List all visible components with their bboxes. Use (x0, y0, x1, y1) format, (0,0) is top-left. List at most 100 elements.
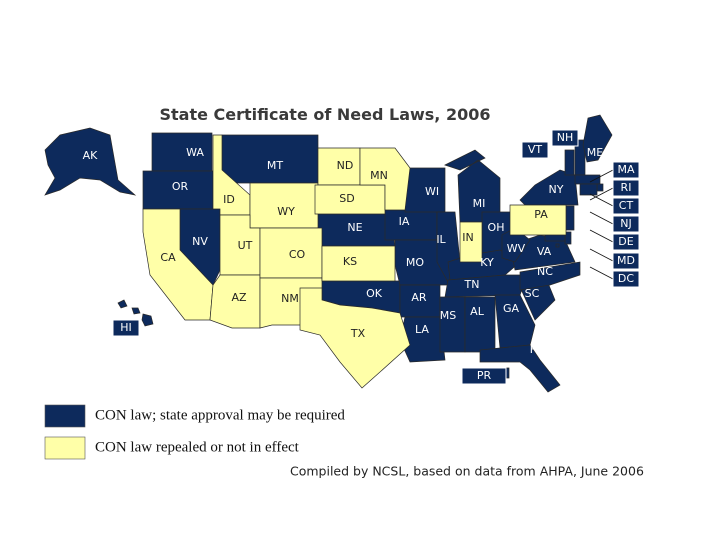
state-label: DE (618, 235, 633, 248)
state-label: PA (534, 208, 548, 221)
state-label: GA (503, 302, 520, 315)
state-label: RI (621, 181, 632, 194)
state-label: KY (480, 256, 494, 269)
label-box (612, 161, 640, 179)
state-label: TX (350, 327, 366, 340)
label-box (521, 141, 549, 159)
state-label: WV (507, 242, 526, 255)
state (117, 299, 154, 327)
state (359, 147, 411, 211)
state-label: NY (549, 183, 564, 196)
legend-label: CON law repealed or not in effect (95, 439, 300, 455)
state (439, 296, 466, 353)
state-label: MO (406, 256, 424, 269)
source-note: Compiled by NCSL, based on data from AHP… (290, 464, 644, 479)
label-box (612, 270, 640, 288)
leader-line (589, 211, 614, 225)
state-shapes (44, 114, 613, 393)
state-label: AL (470, 305, 485, 318)
state-label: MT (267, 159, 283, 172)
state-label: MA (617, 163, 634, 176)
state (459, 221, 483, 263)
state-label: SC (525, 287, 540, 300)
state-label: NV (192, 235, 208, 248)
state-label: NH (557, 131, 574, 144)
state (44, 127, 137, 196)
state-label: CT (619, 199, 634, 212)
map-title: State Certificate of Need Laws, 2006 (160, 105, 491, 124)
leader-line (589, 248, 614, 262)
legend-label: CON law; state approval may be required (95, 407, 345, 423)
state (494, 294, 536, 349)
state-label: HI (120, 321, 132, 334)
state-label: LA (415, 323, 429, 336)
state-label: WY (277, 205, 295, 218)
state-label: IL (436, 233, 446, 246)
state-label: AZ (231, 291, 247, 304)
state (565, 205, 575, 231)
state (564, 149, 575, 176)
state-label: FL (530, 343, 543, 356)
state-label: OR (172, 180, 189, 193)
state-label: AR (411, 291, 427, 304)
state (444, 149, 501, 223)
state (299, 287, 411, 389)
state-label: WA (186, 146, 204, 159)
state-label: OK (366, 287, 383, 300)
state (582, 114, 613, 163)
state (509, 204, 567, 236)
leader-line (589, 266, 614, 280)
state-label: MS (440, 309, 456, 322)
state-label: PR (477, 369, 492, 382)
state-label: IN (462, 231, 473, 244)
state-label: ME (587, 146, 603, 159)
label-box (612, 252, 640, 270)
state-label: KS (343, 255, 357, 268)
state-label: DC (618, 272, 634, 285)
state-label: IA (399, 215, 410, 228)
state-label: NE (347, 221, 362, 234)
state-label: CA (160, 251, 176, 264)
state-label: UT (238, 239, 253, 252)
state (574, 174, 601, 185)
state (555, 243, 560, 248)
label-box (551, 129, 579, 147)
state-label: SD (339, 192, 354, 205)
state-label: MN (370, 169, 388, 182)
leader-line (589, 169, 614, 183)
state-label: VA (537, 245, 552, 258)
leader-line (589, 187, 614, 201)
state-label: NM (281, 292, 299, 305)
legend-swatch (44, 436, 86, 460)
state-label: MI (473, 197, 486, 210)
state-label: OH (488, 221, 505, 234)
label-box (112, 319, 140, 337)
state-label: MD (617, 254, 635, 267)
state-label: WI (425, 185, 439, 198)
state-label: VT (528, 143, 543, 156)
state-label: TN (464, 278, 480, 291)
leader-line (589, 229, 614, 243)
state (321, 245, 396, 282)
legend-swatch (44, 404, 86, 428)
state-label: CO (289, 248, 306, 261)
leader-line (589, 193, 614, 207)
label-box (612, 233, 640, 251)
state-label: ID (223, 193, 235, 206)
state-label: NJ (620, 217, 631, 230)
state-label: AK (83, 149, 99, 162)
state-label: ND (337, 159, 354, 172)
state-label: NC (537, 265, 553, 278)
state (519, 261, 581, 291)
label-box (612, 179, 640, 197)
state (596, 183, 604, 192)
state (384, 209, 438, 241)
label-box (461, 367, 507, 385)
label-box (612, 215, 640, 233)
state (479, 344, 561, 393)
label-box (612, 197, 640, 215)
state (579, 183, 598, 196)
